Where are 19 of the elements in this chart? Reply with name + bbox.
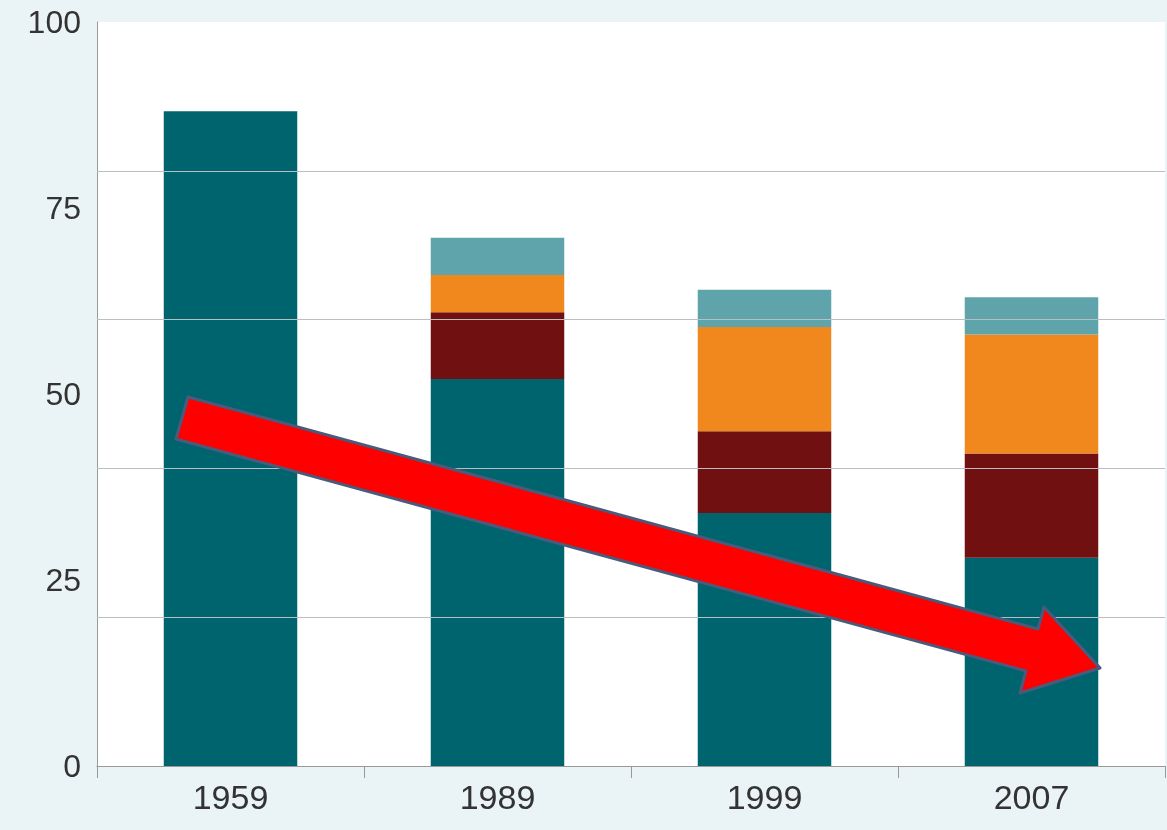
bar: [430, 274, 565, 313]
bar: [964, 297, 1099, 335]
bar: [430, 237, 565, 275]
y-tick-label: 100: [27, 4, 81, 40]
bar: [964, 334, 1099, 454]
y-tick-label: 0: [63, 748, 81, 784]
x-tick-label: 1999: [726, 778, 803, 816]
y-tick-label: 25: [45, 562, 81, 598]
bar: [697, 327, 832, 432]
bar: [697, 289, 832, 328]
bar: [163, 111, 298, 766]
x-tick-label: 2007: [993, 778, 1070, 816]
x-tick-label: 1989: [459, 778, 536, 816]
bar: [697, 431, 832, 514]
x-tick-label: 1959: [192, 778, 269, 816]
bar: [964, 453, 1099, 558]
y-tick-label: 75: [45, 190, 81, 226]
bar: [430, 312, 565, 380]
y-tick-label: 50: [45, 376, 81, 412]
